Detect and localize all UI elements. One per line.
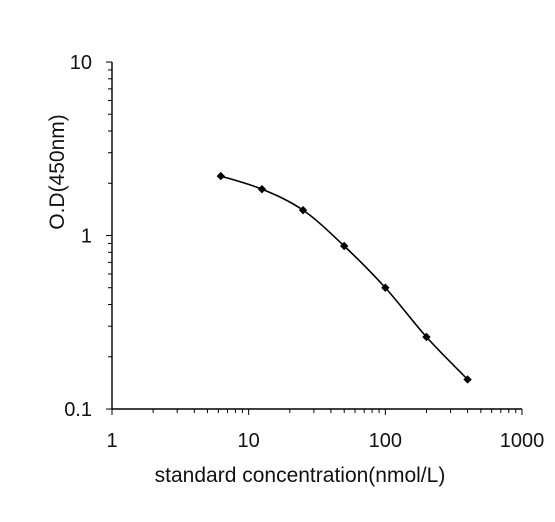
x-tick-label: 1000 (500, 430, 545, 452)
x-tick-label: 10 (238, 430, 260, 452)
y-tick-label: 0.1 (64, 399, 92, 421)
data-point (339, 241, 349, 251)
data-point (463, 375, 472, 384)
x-axis-label: standard concentration(nmol/L) (155, 464, 446, 487)
series-line (220, 175, 469, 381)
tick-labels: 1 10 100 1000 0.1 1 10 (64, 52, 544, 452)
data-point (298, 205, 308, 215)
data-point (422, 332, 431, 342)
data-point (381, 283, 390, 292)
y-axis-label: O.D(450nm) (46, 114, 69, 230)
y-tick-label: 10 (70, 52, 92, 74)
data-point (257, 184, 267, 194)
y-tick-label: 1 (81, 226, 92, 248)
x-tick-label: 100 (369, 430, 402, 452)
series-markers (216, 171, 472, 384)
ticks (106, 61, 523, 415)
axes (111, 62, 522, 410)
data-point (216, 171, 225, 181)
x-tick-label: 1 (106, 430, 117, 452)
